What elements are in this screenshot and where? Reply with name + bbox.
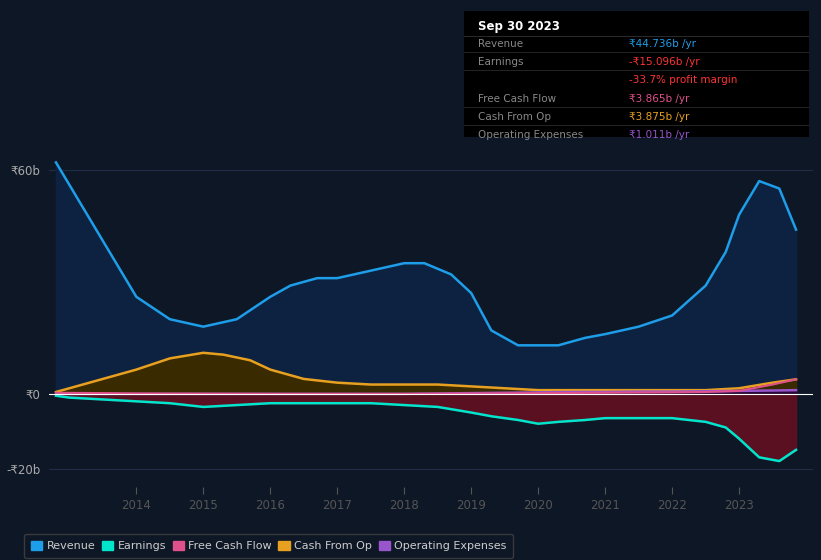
Text: Sep 30 2023: Sep 30 2023 [478, 20, 560, 33]
Legend: Revenue, Earnings, Free Cash Flow, Cash From Op, Operating Expenses: Revenue, Earnings, Free Cash Flow, Cash … [25, 534, 513, 558]
Text: ₹3.875b /yr: ₹3.875b /yr [630, 112, 690, 122]
Text: Earnings: Earnings [478, 57, 523, 67]
Text: Cash From Op: Cash From Op [478, 112, 551, 122]
Text: -₹15.096b /yr: -₹15.096b /yr [630, 57, 700, 67]
Text: ₹1.011b /yr: ₹1.011b /yr [630, 130, 690, 140]
Text: ₹3.865b /yr: ₹3.865b /yr [630, 94, 690, 104]
Text: -33.7% profit margin: -33.7% profit margin [630, 76, 738, 86]
Text: Free Cash Flow: Free Cash Flow [478, 94, 556, 104]
Text: Operating Expenses: Operating Expenses [478, 130, 583, 140]
Text: ₹44.736b /yr: ₹44.736b /yr [630, 39, 696, 49]
Text: Revenue: Revenue [478, 39, 523, 49]
